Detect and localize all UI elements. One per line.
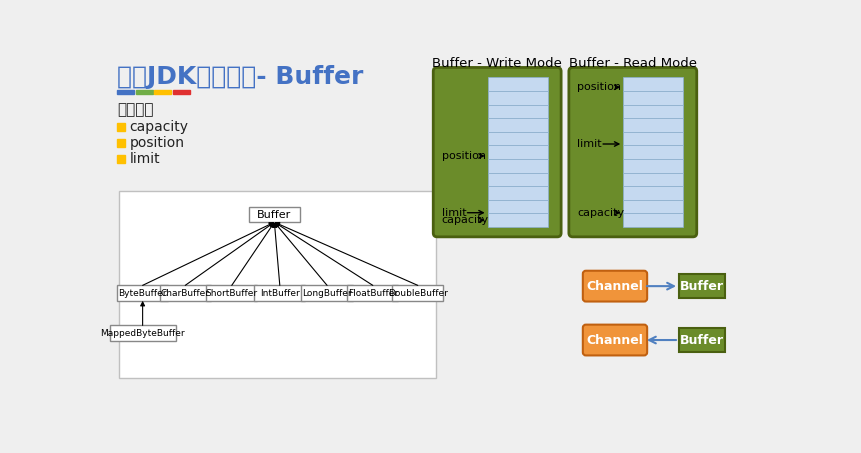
Bar: [135, 90, 152, 94]
Text: ByteBuffer: ByteBuffer: [118, 289, 167, 298]
Text: capacity: capacity: [442, 215, 488, 225]
Text: Buffer: Buffer: [679, 280, 723, 293]
FancyBboxPatch shape: [487, 200, 547, 213]
FancyBboxPatch shape: [487, 213, 547, 227]
Text: ShortBuffer: ShortBuffer: [206, 289, 257, 298]
FancyBboxPatch shape: [623, 91, 683, 105]
FancyBboxPatch shape: [582, 325, 647, 356]
FancyBboxPatch shape: [623, 145, 683, 159]
Text: position: position: [129, 136, 184, 150]
Text: Buffer - Write Mode: Buffer - Write Mode: [431, 57, 561, 70]
FancyBboxPatch shape: [159, 285, 211, 301]
Text: Buffer: Buffer: [679, 333, 723, 347]
FancyBboxPatch shape: [487, 186, 547, 200]
Text: position: position: [577, 82, 621, 92]
Text: capacity: capacity: [129, 120, 189, 134]
FancyBboxPatch shape: [301, 285, 352, 301]
Text: Channel: Channel: [585, 333, 642, 347]
FancyBboxPatch shape: [487, 159, 547, 173]
Bar: [117, 155, 125, 163]
FancyBboxPatch shape: [254, 285, 305, 301]
Text: 重要属性: 重要属性: [117, 102, 153, 117]
Bar: [117, 123, 125, 130]
FancyBboxPatch shape: [623, 186, 683, 200]
FancyBboxPatch shape: [109, 325, 176, 341]
FancyBboxPatch shape: [119, 192, 436, 378]
Bar: [154, 90, 171, 94]
FancyBboxPatch shape: [623, 173, 683, 186]
FancyBboxPatch shape: [347, 285, 398, 301]
Text: limit: limit: [442, 208, 466, 218]
FancyBboxPatch shape: [623, 132, 683, 145]
Text: FloatBuffer: FloatBuffer: [347, 289, 398, 298]
Text: DoubleBuffer: DoubleBuffer: [387, 289, 447, 298]
Bar: [173, 90, 189, 94]
Text: Buffer: Buffer: [257, 210, 291, 220]
FancyBboxPatch shape: [582, 271, 647, 302]
Text: limit: limit: [577, 139, 601, 149]
FancyBboxPatch shape: [433, 67, 561, 237]
FancyBboxPatch shape: [568, 67, 696, 237]
Text: limit: limit: [129, 152, 160, 166]
FancyBboxPatch shape: [249, 207, 300, 222]
FancyBboxPatch shape: [678, 274, 725, 299]
FancyBboxPatch shape: [487, 173, 547, 186]
FancyBboxPatch shape: [678, 328, 725, 352]
FancyBboxPatch shape: [623, 200, 683, 213]
Text: capacity: capacity: [577, 208, 624, 218]
Text: position: position: [442, 151, 486, 161]
Text: CharBuffer: CharBuffer: [160, 289, 209, 298]
Text: 原生JDK网络编程- Buffer: 原生JDK网络编程- Buffer: [117, 66, 363, 89]
Text: Channel: Channel: [585, 280, 642, 293]
Text: IntBuffer: IntBuffer: [260, 289, 300, 298]
FancyBboxPatch shape: [623, 105, 683, 118]
FancyBboxPatch shape: [392, 285, 443, 301]
Bar: [117, 90, 134, 94]
FancyBboxPatch shape: [117, 285, 168, 301]
FancyBboxPatch shape: [487, 77, 547, 91]
FancyBboxPatch shape: [623, 213, 683, 227]
FancyBboxPatch shape: [487, 118, 547, 132]
FancyBboxPatch shape: [623, 159, 683, 173]
FancyBboxPatch shape: [487, 145, 547, 159]
FancyBboxPatch shape: [487, 105, 547, 118]
FancyBboxPatch shape: [623, 118, 683, 132]
Bar: [117, 139, 125, 147]
FancyBboxPatch shape: [206, 285, 257, 301]
FancyBboxPatch shape: [487, 91, 547, 105]
Text: LongBuffer: LongBuffer: [302, 289, 351, 298]
Text: MappedByteBuffer: MappedByteBuffer: [100, 328, 185, 337]
FancyBboxPatch shape: [487, 132, 547, 145]
Text: Buffer - Read Mode: Buffer - Read Mode: [568, 57, 696, 70]
FancyBboxPatch shape: [623, 77, 683, 91]
